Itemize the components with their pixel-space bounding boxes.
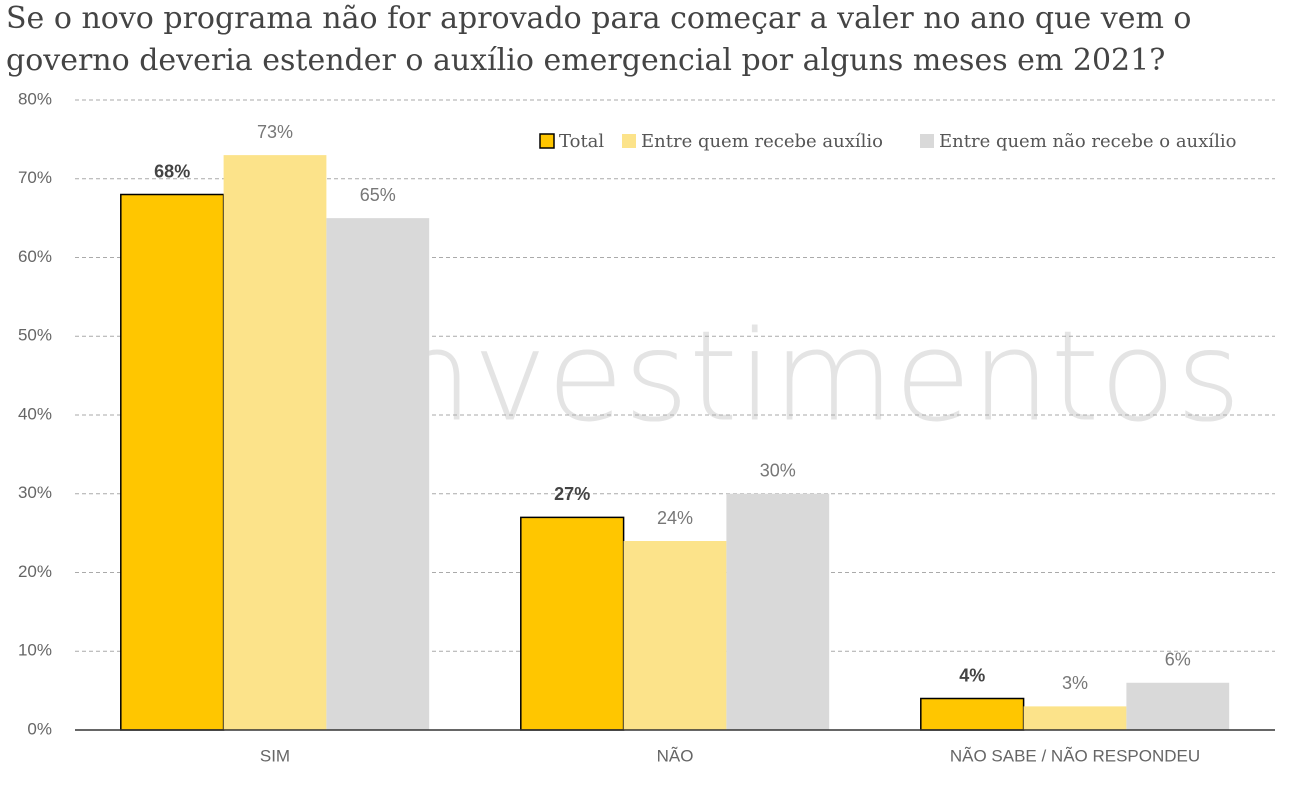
data-label: 24%	[657, 508, 693, 528]
bar	[920, 697, 1025, 731]
bar	[726, 493, 830, 730]
data-label: 68%	[154, 161, 190, 181]
legend-swatch	[920, 134, 934, 148]
bar	[1023, 706, 1127, 730]
legend-label: Entre quem recebe auxílio	[641, 131, 883, 152]
bar	[326, 218, 430, 730]
data-label: 3%	[1062, 673, 1088, 693]
legend-label: Total	[559, 131, 604, 152]
y-tick-label: 70%	[18, 168, 52, 187]
data-label: 30%	[760, 461, 796, 481]
y-tick-label: 10%	[18, 641, 52, 660]
data-label: 27%	[554, 484, 590, 504]
chart-title: governo deveria estender o auxílio emerg…	[6, 43, 1165, 78]
y-tick-label: 30%	[18, 483, 52, 502]
y-tick-label: 40%	[18, 404, 52, 423]
bar	[223, 155, 327, 730]
y-tick-label: 50%	[18, 326, 52, 345]
bar	[1126, 682, 1230, 730]
y-tick-label: 20%	[18, 562, 52, 581]
bar	[120, 193, 225, 731]
x-tick-label: NÃO SABE / NÃO RESPONDEU	[950, 746, 1200, 765]
chart-title: Se o novo programa não for aprovado para…	[6, 1, 1192, 36]
y-tick-label: 60%	[18, 247, 52, 266]
data-label: 6%	[1165, 650, 1191, 670]
data-label: 4%	[959, 665, 985, 685]
legend-swatch	[539, 133, 555, 149]
watermark: investimentos	[359, 304, 1241, 449]
data-label: 65%	[360, 185, 396, 205]
y-tick-label: 0%	[27, 719, 52, 738]
legend-label: Entre quem não recebe o auxílio	[939, 131, 1236, 152]
data-label: 73%	[257, 122, 293, 142]
y-tick-label: 80%	[18, 89, 52, 108]
bar	[623, 541, 727, 730]
bar	[520, 516, 625, 731]
x-tick-label: NÃO	[657, 746, 694, 765]
x-tick-label: SIM	[260, 746, 290, 765]
legend-swatch	[622, 134, 636, 148]
